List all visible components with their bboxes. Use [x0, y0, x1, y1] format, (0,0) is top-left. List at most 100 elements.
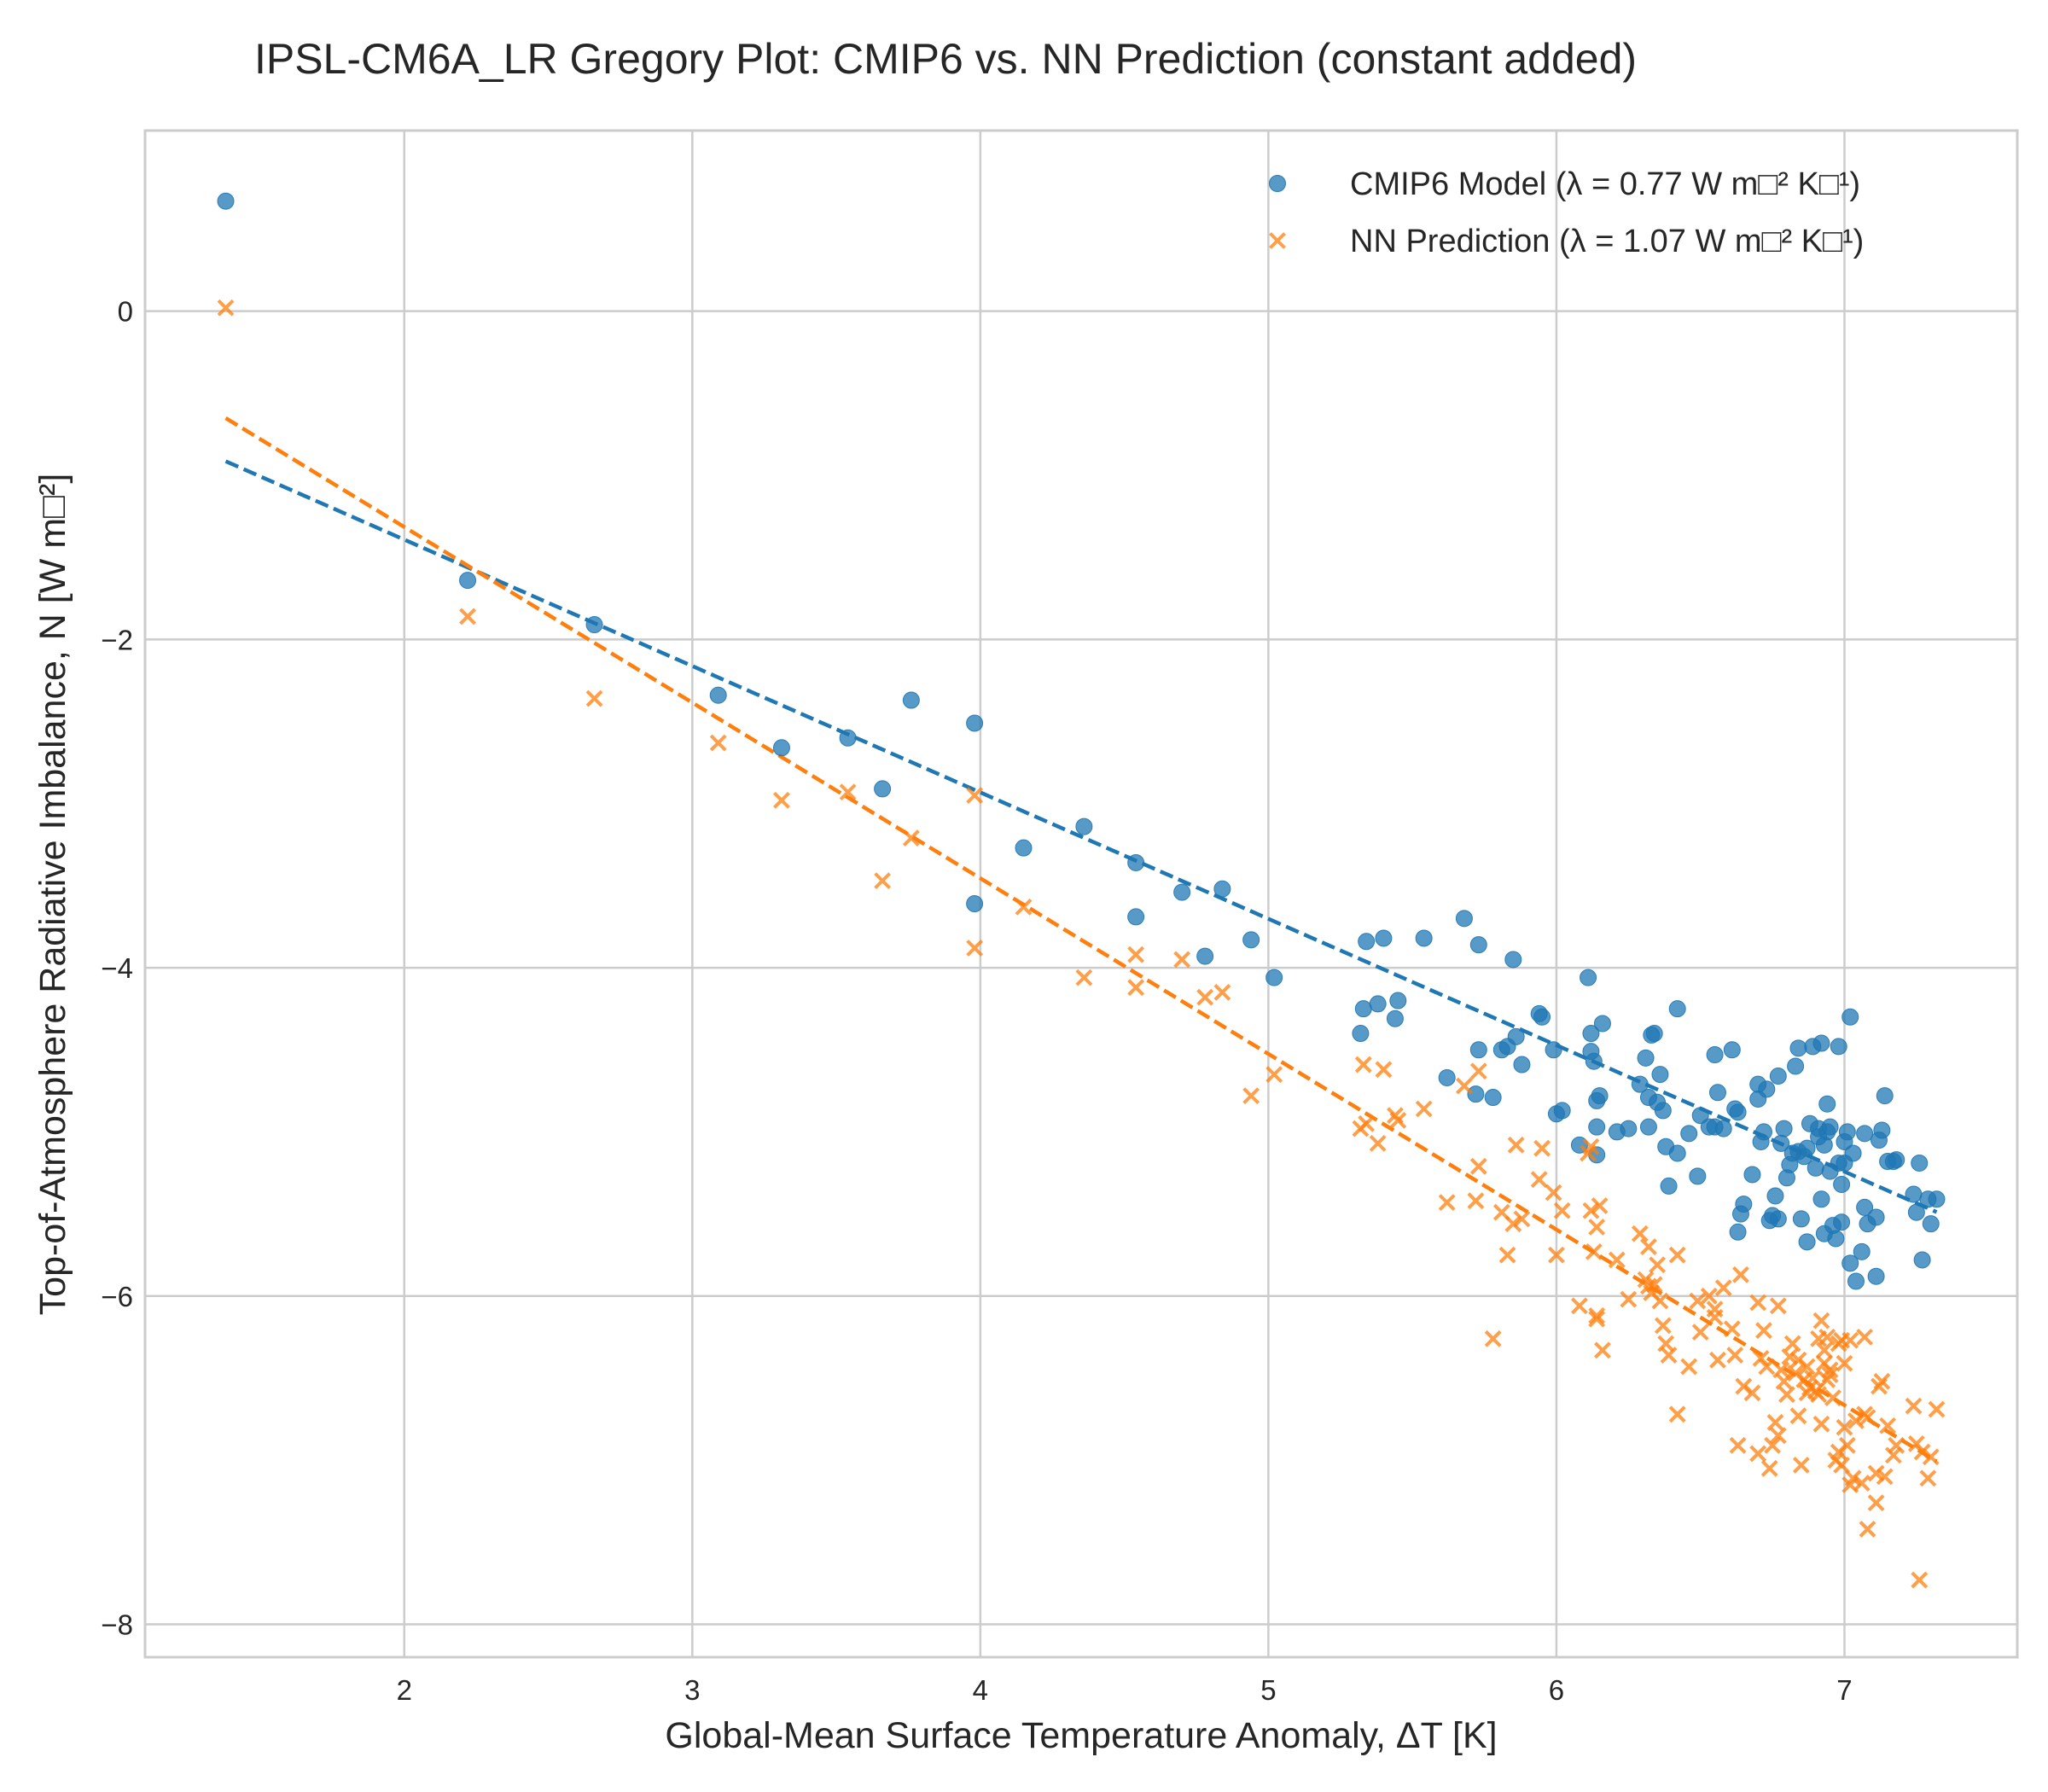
nn-point: [1127, 979, 1145, 997]
nn-point: [1668, 1246, 1686, 1264]
nn-point: [1620, 1290, 1638, 1308]
nn-point: [1358, 1114, 1376, 1132]
cmip6-point: [1888, 1151, 1905, 1169]
x-tick-label: 7: [1836, 1674, 1852, 1706]
nn-point: [1354, 1056, 1372, 1073]
cmip6-point: [1743, 1166, 1761, 1184]
legend-marker-nn: [1269, 232, 1286, 249]
nn-point: [1913, 1443, 1931, 1461]
cmip6-point: [772, 739, 790, 757]
nn-point: [773, 791, 790, 809]
nn-point: [1812, 1415, 1830, 1433]
nn-point: [966, 940, 984, 957]
nn-point: [1726, 1347, 1744, 1364]
y-tick-label: 0: [118, 296, 133, 328]
cmip6-point: [1735, 1196, 1753, 1213]
nn-point: [1723, 1320, 1741, 1338]
cmip6-point: [1754, 1123, 1772, 1141]
nn-point: [1758, 1358, 1776, 1376]
cmip6-point: [1588, 1118, 1606, 1136]
cmip6-point: [1818, 1095, 1836, 1113]
nn-point: [1015, 898, 1033, 916]
nn-point: [1752, 1349, 1770, 1367]
cmip6-point: [1213, 880, 1231, 898]
cmip6-point: [1354, 1000, 1372, 1018]
nn-point: [1766, 1414, 1784, 1431]
nn-point: [1798, 1358, 1816, 1376]
x-tick-label: 3: [684, 1674, 700, 1706]
nn-point: [1660, 1347, 1678, 1364]
cmip6-point: [1651, 1066, 1669, 1084]
cmip6-point: [1265, 969, 1283, 986]
cmip6-point: [1593, 1015, 1611, 1033]
cmip6-point: [1242, 931, 1260, 949]
y-tick-label: −6: [101, 1281, 133, 1312]
cmip6-point: [1841, 1008, 1859, 1026]
cmip6-point: [1620, 1120, 1638, 1137]
nn-point: [902, 829, 920, 847]
nn-point: [1838, 1436, 1856, 1454]
nn-point: [1545, 1184, 1562, 1201]
nn-point: [1778, 1386, 1795, 1404]
cmip6-point: [1015, 839, 1033, 857]
cmip6-point: [1389, 992, 1407, 1009]
cmip6-point: [1714, 1120, 1732, 1137]
cmip6-point: [966, 714, 984, 732]
cmip6-point: [1668, 1144, 1686, 1162]
nn-point: [1905, 1397, 1923, 1415]
x-tick-label: 2: [397, 1674, 412, 1706]
cmip6-point: [1545, 1041, 1562, 1059]
nn-point: [874, 872, 892, 890]
cmip6-point: [1856, 1198, 1874, 1216]
data-points: [217, 192, 1946, 1589]
nn-point: [1680, 1358, 1698, 1376]
nn-point: [1668, 1405, 1686, 1423]
cmip6-point: [1680, 1125, 1698, 1143]
nn-point: [1389, 1112, 1407, 1129]
nn-point: [1504, 1215, 1522, 1233]
nn-point: [1760, 1459, 1778, 1477]
nn-point: [1833, 1457, 1851, 1474]
nn-point: [1691, 1324, 1709, 1341]
cmip6-point: [1922, 1215, 1940, 1233]
nn-point: [1922, 1448, 1940, 1466]
cmip6-point: [1352, 1025, 1370, 1043]
cmip6-point: [1386, 1009, 1404, 1027]
nn-point: [1844, 1469, 1862, 1487]
nn-point: [1821, 1366, 1839, 1384]
nn-point: [1375, 1061, 1393, 1079]
cmip6-point: [1708, 1084, 1726, 1102]
cmip6-point: [1533, 1008, 1551, 1026]
nn-point: [1689, 1292, 1707, 1310]
nn-point: [1591, 1197, 1609, 1214]
cmip6-point: [1830, 1038, 1847, 1056]
nn-point: [1530, 1171, 1548, 1189]
cmip6-point: [1847, 1272, 1865, 1290]
nn-point: [1755, 1322, 1772, 1340]
x-tick-label: 6: [1549, 1674, 1564, 1706]
cmip6-point: [1723, 1041, 1741, 1059]
nn-point: [1196, 988, 1214, 1006]
cmip6-point: [1645, 1025, 1663, 1043]
nn-point: [1242, 1087, 1260, 1105]
cmip6-point: [1691, 1107, 1709, 1125]
nn-point: [1818, 1328, 1836, 1346]
nn-point: [1369, 1134, 1387, 1152]
nn-point: [1645, 1276, 1663, 1294]
nn-point: [1654, 1317, 1672, 1335]
cmip6-point: [1196, 947, 1214, 965]
cmip6-point: [1827, 1230, 1845, 1248]
y-tick-label: −8: [101, 1609, 133, 1641]
nn-point: [1585, 1242, 1603, 1260]
cmip6-point: [1729, 1223, 1747, 1241]
nn-point: [1415, 1100, 1433, 1118]
chart-title: IPSL-CM6A_LR Gregory Plot: CMIP6 vs. NN …: [254, 35, 1637, 83]
nn-point: [1588, 1306, 1606, 1324]
nn-point: [1649, 1256, 1666, 1274]
cmip6-point: [902, 691, 920, 709]
nn-point: [1588, 1310, 1606, 1328]
cmip6-point: [1582, 1025, 1600, 1043]
cmip6-point: [1467, 1085, 1485, 1103]
cmip6-point: [1821, 1118, 1839, 1136]
